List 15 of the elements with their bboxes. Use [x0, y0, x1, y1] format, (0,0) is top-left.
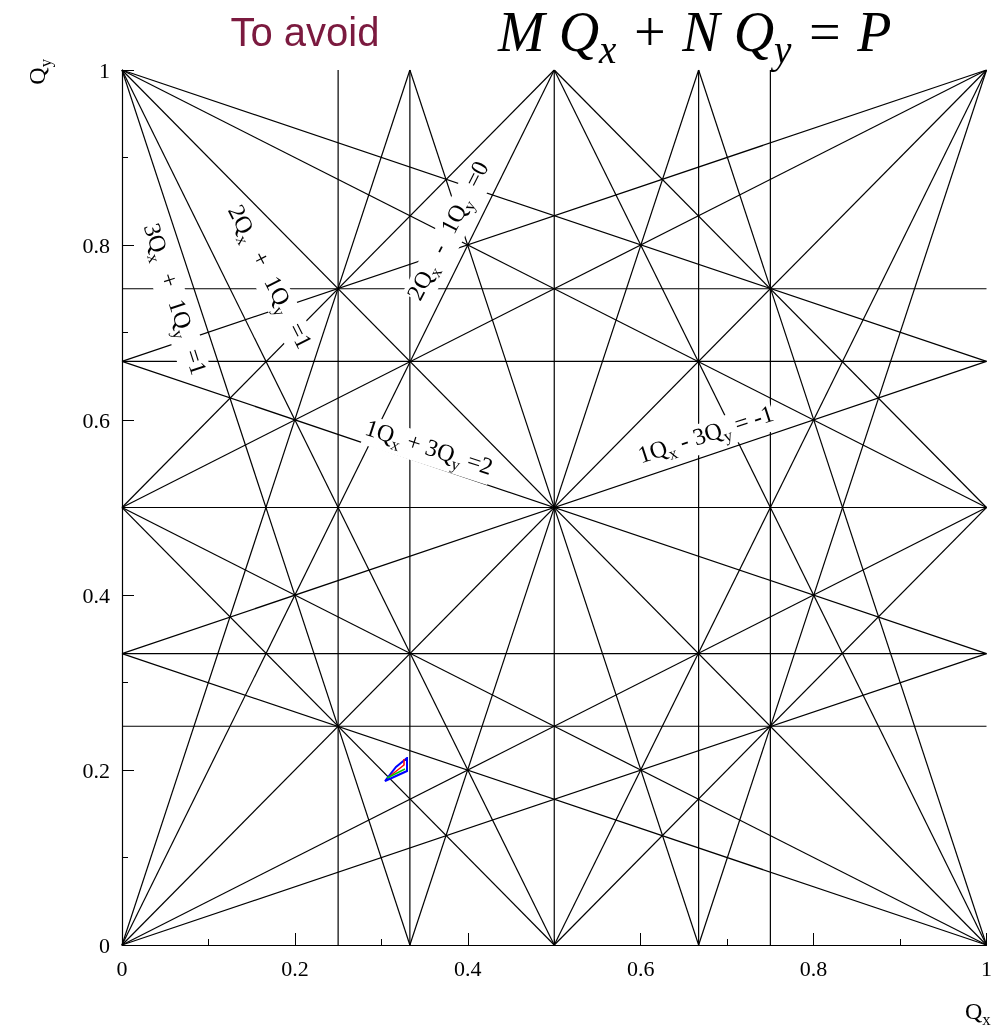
x-tick-label: 0.8 — [799, 955, 828, 981]
x-axis-title: Q$_{x}$ — [965, 998, 991, 1029]
annotation: M Q$_{x}$ + N Q$_{y}$ = P — [498, 0, 892, 71]
y-tick-label: 0 — [99, 932, 110, 958]
y-tick-label: 0.8 — [82, 232, 110, 258]
x-tick-label: 0.6 — [626, 955, 655, 981]
x-tick-label: 0.2 — [281, 955, 309, 981]
x-tick-label: 0 — [116, 955, 128, 981]
y-tick-label: 0.2 — [82, 757, 110, 783]
y-tick-label: 0.6 — [82, 407, 110, 433]
x-tick-label: 0.4 — [454, 955, 482, 981]
y-tick-label: 0.4 — [82, 582, 110, 608]
y-tick-label: 1 — [99, 57, 110, 83]
x-tick-label: 1 — [981, 955, 992, 981]
text: To avoid — [230, 10, 380, 54]
